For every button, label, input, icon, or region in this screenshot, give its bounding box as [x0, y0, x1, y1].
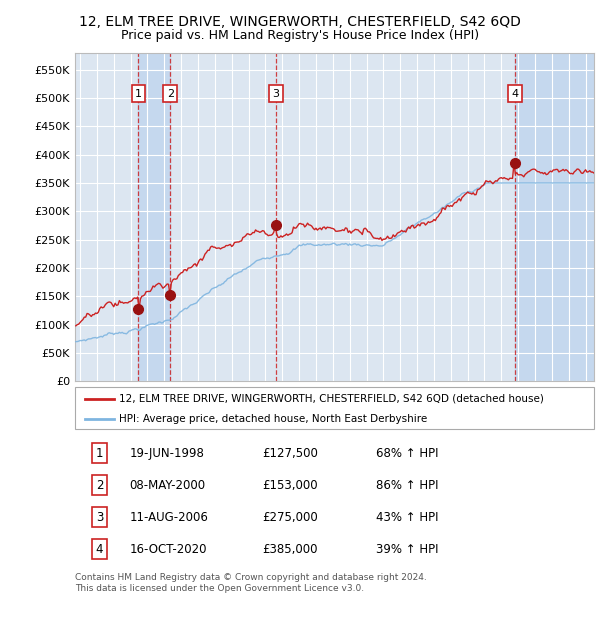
Text: 3: 3 — [272, 89, 279, 99]
Text: £127,500: £127,500 — [262, 447, 318, 460]
Text: Price paid vs. HM Land Registry's House Price Index (HPI): Price paid vs. HM Land Registry's House … — [121, 29, 479, 42]
Text: Contains HM Land Registry data © Crown copyright and database right 2024.
This d: Contains HM Land Registry data © Crown c… — [75, 574, 427, 593]
Text: 08-MAY-2000: 08-MAY-2000 — [130, 479, 206, 492]
Text: 12, ELM TREE DRIVE, WINGERWORTH, CHESTERFIELD, S42 6QD: 12, ELM TREE DRIVE, WINGERWORTH, CHESTER… — [79, 16, 521, 30]
Text: 19-JUN-1998: 19-JUN-1998 — [130, 447, 205, 460]
Text: 3: 3 — [96, 511, 103, 524]
Text: 68% ↑ HPI: 68% ↑ HPI — [376, 447, 439, 460]
Bar — [515, 53, 594, 381]
Text: 1: 1 — [95, 447, 103, 460]
Text: 1: 1 — [135, 89, 142, 99]
Text: 12, ELM TREE DRIVE, WINGERWORTH, CHESTERFIELD, S42 6QD (detached house): 12, ELM TREE DRIVE, WINGERWORTH, CHESTER… — [119, 394, 544, 404]
Text: 11-AUG-2006: 11-AUG-2006 — [130, 511, 208, 524]
Text: 43% ↑ HPI: 43% ↑ HPI — [376, 511, 439, 524]
Bar — [139, 53, 170, 381]
Text: 4: 4 — [95, 542, 103, 556]
Text: £385,000: £385,000 — [262, 542, 317, 556]
Text: £153,000: £153,000 — [262, 479, 317, 492]
Text: 16-OCT-2020: 16-OCT-2020 — [130, 542, 207, 556]
Text: 2: 2 — [95, 479, 103, 492]
Text: 2: 2 — [167, 89, 174, 99]
Text: £275,000: £275,000 — [262, 511, 317, 524]
Text: 39% ↑ HPI: 39% ↑ HPI — [376, 542, 439, 556]
Text: 4: 4 — [511, 89, 518, 99]
Text: 86% ↑ HPI: 86% ↑ HPI — [376, 479, 439, 492]
Text: HPI: Average price, detached house, North East Derbyshire: HPI: Average price, detached house, Nort… — [119, 414, 427, 424]
FancyBboxPatch shape — [75, 387, 594, 429]
